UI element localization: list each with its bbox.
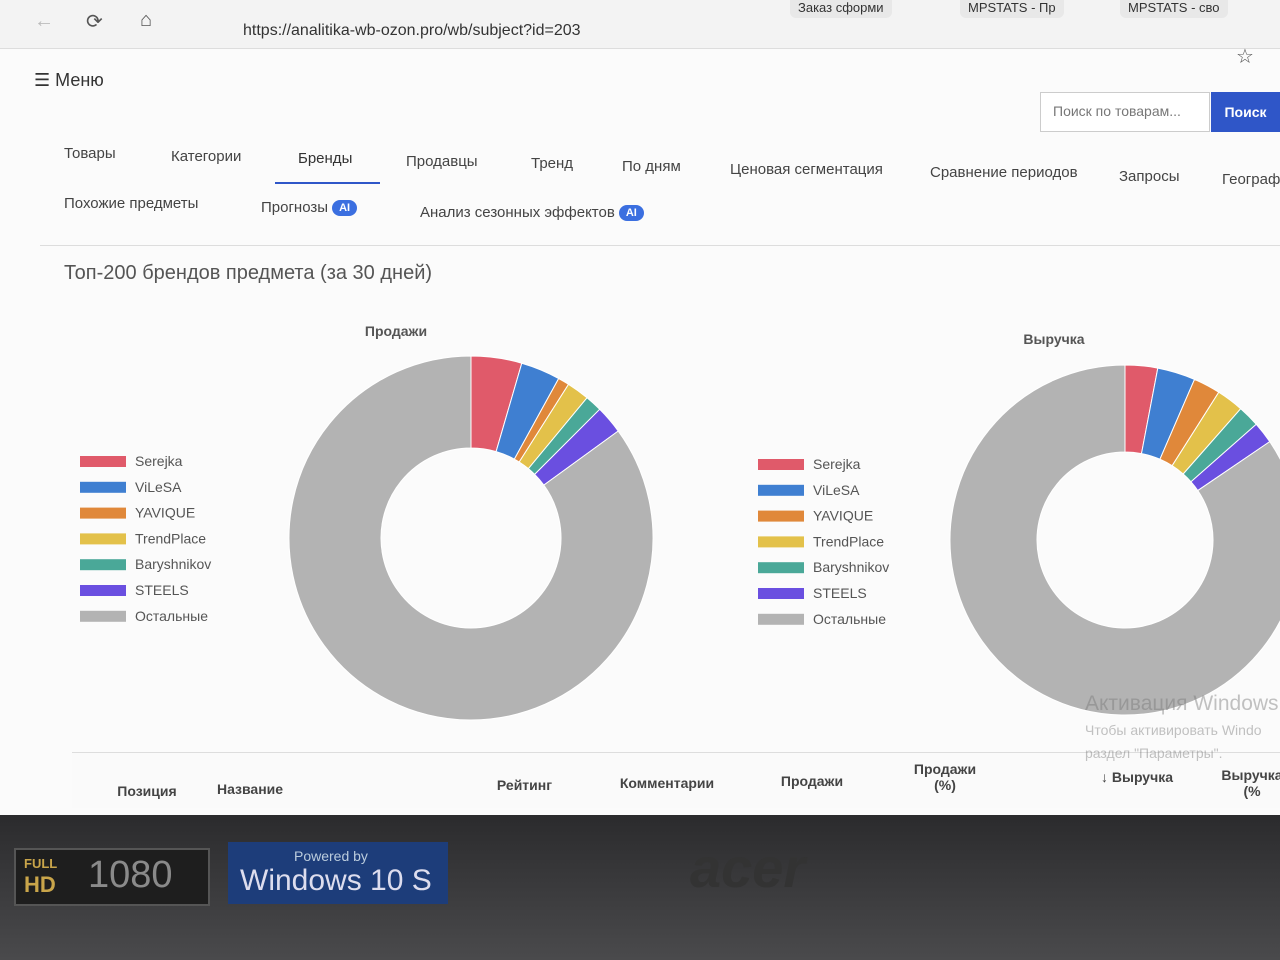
home-button[interactable]: ⌂: [140, 9, 153, 31]
watermark-title: Активация Windows: [1085, 692, 1279, 715]
address-bar[interactable]: https://analitika-wb-ozon.pro/wb/subject…: [243, 22, 581, 39]
nav-tab[interactable]: Ценовая сегментация: [730, 161, 883, 178]
nav-tab[interactable]: Категории: [171, 148, 242, 165]
menu-button[interactable]: ☰ Меню: [34, 70, 104, 90]
legend-swatch: [758, 484, 804, 496]
laptop-brand: acer: [690, 836, 806, 899]
legend-label: Serejka: [813, 456, 861, 472]
column-header[interactable]: Выручка (%: [1221, 767, 1280, 799]
column-header[interactable]: Название: [216, 781, 284, 797]
nav-tab[interactable]: Прогнозы AI: [261, 199, 358, 217]
menu-label: Меню: [55, 70, 104, 90]
legend-label: YAVIQUE: [135, 505, 195, 521]
watermark-text: Чтобы активировать Windo: [1085, 722, 1262, 738]
column-header[interactable]: Позиция: [117, 783, 177, 799]
browser-tab[interactable]: MPSTATS - Пр: [960, 0, 1064, 18]
browser-tab[interactable]: MPSTATS - сво: [1120, 0, 1228, 18]
legend-label: ViLeSA: [813, 482, 860, 498]
nav-tab[interactable]: Бренды: [298, 150, 353, 167]
table-header: Позиция Название Рейтинг Комментарии Продажи…: [72, 752, 1280, 808]
browser-toolbar: Заказ сформи MPSTATS - Пр MPSTATS - сво …: [0, 0, 1280, 68]
charts: Продажи Serejka ViLeSA YAVIQUE TrendPlace Bar…: [80, 323, 1280, 721]
legend-label: Остальные: [135, 608, 208, 624]
legend-swatch: [80, 507, 126, 519]
search-button[interactable]: Поиск: [1211, 92, 1280, 132]
nav-tab[interactable]: Анализ сезонных эффектов AI: [420, 204, 644, 222]
nav-tab[interactable]: Тренд: [531, 155, 574, 172]
nav-tab[interactable]: Похожие предметы: [64, 195, 198, 212]
hd-sticker: FULL HD 1080: [14, 848, 210, 906]
column-header[interactable]: Продажи (%): [913, 761, 977, 793]
legend-swatch: [80, 481, 126, 493]
resolution: 1080: [88, 854, 173, 896]
laptop-bezel: acer: [0, 815, 1280, 960]
legend-swatch: [758, 510, 804, 522]
legend-label: TrendPlace: [813, 533, 884, 549]
column-header[interactable]: Рейтинг: [496, 777, 553, 793]
nav-tab-label: Похожие предметы: [64, 195, 199, 212]
nav-tab[interactable]: Товары: [64, 145, 116, 162]
legend-swatch: [80, 533, 126, 545]
nav-tab-label: Анализ сезонных эффектов: [420, 204, 615, 221]
os-name: Windows 10 S: [240, 864, 432, 897]
legend-swatch: [80, 456, 126, 467]
reload-button[interactable]: ⟳: [86, 11, 103, 33]
column-header[interactable]: Комментарии: [619, 775, 715, 791]
ai-badge: AI: [618, 205, 644, 222]
nav-tab[interactable]: Географи: [1222, 171, 1280, 188]
legend-label: Baryshnikov: [135, 556, 211, 572]
windows-sticker: Powered by Windows 10 S: [228, 842, 448, 904]
legend-label: STEELS: [135, 582, 189, 598]
chart-title: Выручка: [1023, 331, 1084, 347]
legend-swatch: [758, 562, 804, 574]
legend-label: Остальные: [813, 611, 886, 627]
nav-tab[interactable]: Продавцы: [406, 153, 478, 170]
powered-by: Powered by: [294, 848, 368, 864]
hd-top: FULL: [24, 856, 58, 871]
section-title: Топ-200 брендов предмета (за 30 дней): [64, 262, 433, 284]
column-header[interactable]: Продажи: [780, 773, 844, 789]
favorites-button[interactable]: ☆: [1236, 46, 1254, 68]
legend-swatch: [80, 610, 126, 622]
chart-title: Продажи: [365, 323, 427, 339]
nav-tab-label: Прогнозы: [261, 199, 329, 216]
hd-bottom: HD: [24, 872, 56, 897]
legend-label: TrendPlace: [135, 530, 206, 546]
column-header[interactable]: ↓ Выручка: [1100, 769, 1174, 785]
legend-swatch: [758, 588, 804, 599]
legend-swatch: [80, 585, 126, 596]
search-input[interactable]: Поиск по товарам...: [1040, 92, 1210, 132]
legend-swatch: [758, 459, 804, 470]
ai-badge: AI: [332, 200, 358, 217]
nav-tab[interactable]: Сравнение периодов: [930, 164, 1078, 181]
pie-slice: [949, 364, 1280, 716]
legend-swatch: [80, 559, 126, 571]
legend-label: STEELS: [813, 585, 867, 601]
legend-label: Serejka: [135, 453, 183, 469]
nav-tab[interactable]: По дням: [622, 158, 681, 175]
legend-swatch: [758, 536, 804, 548]
back-button[interactable]: ←: [34, 10, 54, 32]
legend-swatch: [758, 613, 804, 625]
legend-label: ViLeSA: [135, 479, 182, 495]
legend-label: YAVIQUE: [813, 508, 873, 524]
screen: Заказ сформи MPSTATS - Пр MPSTATS - сво …: [0, 0, 1280, 815]
legend-label: Baryshnikov: [813, 559, 889, 575]
active-tab-indicator: [275, 182, 380, 184]
nav-tab[interactable]: Запросы: [1119, 168, 1180, 185]
divider: [40, 245, 1280, 246]
watermark-text: раздел "Параметры".: [1085, 745, 1223, 761]
pie-slice: [288, 355, 654, 721]
browser-tab[interactable]: Заказ сформи: [790, 0, 892, 18]
